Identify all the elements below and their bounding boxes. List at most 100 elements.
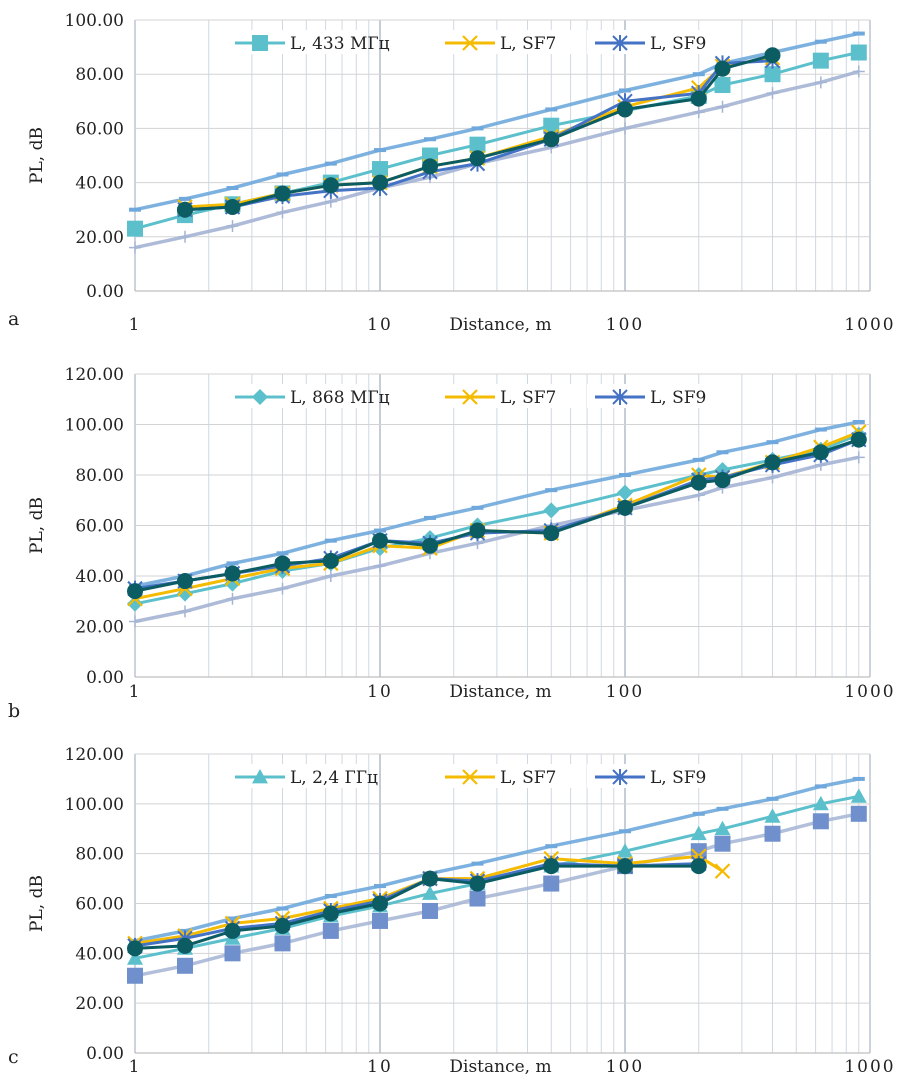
x-tick-label: 10 xyxy=(367,315,393,335)
data-point xyxy=(471,861,484,866)
y-tick-label: 80.00 xyxy=(75,845,124,865)
data-point xyxy=(814,39,827,44)
legend-label: L, 2,4 ГГц xyxy=(290,768,378,788)
y-tick-label: 40.00 xyxy=(75,174,124,194)
data-point xyxy=(469,150,486,167)
data-point xyxy=(716,100,729,113)
data-point xyxy=(374,559,386,572)
data-point xyxy=(690,825,707,841)
legend-marker xyxy=(462,389,478,405)
panel-c: 0.00 20.00 40.00 60.00 80.00 100.00 120.00 1 10 1… xyxy=(8,745,894,1077)
y-tick-label: 60.00 xyxy=(75,895,124,915)
data-point xyxy=(372,895,388,912)
panel-letter: a xyxy=(8,308,19,330)
data-point xyxy=(545,844,558,849)
data-point xyxy=(814,427,827,432)
data-point xyxy=(469,522,486,539)
data-point xyxy=(852,31,865,36)
legend-label: L, SF9 xyxy=(650,34,706,54)
legend-label: L, SF9 xyxy=(650,388,706,408)
data-point xyxy=(129,241,141,254)
data-point xyxy=(177,201,194,218)
data-point xyxy=(812,795,829,811)
data-point xyxy=(372,174,388,191)
data-point xyxy=(177,937,194,954)
y-tick-label: 40.00 xyxy=(75,944,124,964)
data-point xyxy=(714,472,731,489)
data-point xyxy=(276,206,289,219)
data-point xyxy=(324,894,337,899)
y-axis-title: PL, dB xyxy=(27,497,47,554)
data-point xyxy=(471,505,484,510)
x-axis-title: Distance, m xyxy=(449,1057,551,1077)
legend-item: L, SF7 xyxy=(437,764,577,788)
data-point xyxy=(127,967,143,984)
data-point xyxy=(224,945,241,962)
legend-marker xyxy=(252,389,268,405)
legend-marker xyxy=(462,35,478,51)
data-point xyxy=(179,605,192,618)
legend-label: L, SF9 xyxy=(650,768,706,788)
legend-label: L, SF7 xyxy=(500,768,556,788)
data-point xyxy=(274,185,291,202)
data-point xyxy=(617,499,633,516)
data-point xyxy=(226,186,239,191)
y-tick-label: 100.00 xyxy=(65,795,124,815)
data-point xyxy=(619,122,631,135)
y-tick-label: 20.00 xyxy=(75,618,124,638)
data-point xyxy=(766,471,779,484)
x-tick-label: 100 xyxy=(606,682,644,702)
data-point xyxy=(619,88,631,93)
data-point xyxy=(177,957,194,974)
data-point xyxy=(714,820,731,836)
data-point xyxy=(422,885,439,900)
data-point xyxy=(226,592,239,605)
y-tick-label: 60.00 xyxy=(75,119,124,139)
y-tick-label: 20.00 xyxy=(75,994,124,1014)
data-point xyxy=(374,884,386,889)
data-point xyxy=(692,72,705,77)
x-axis-title: Distance, m xyxy=(449,315,551,335)
data-point xyxy=(764,47,781,64)
data-point xyxy=(422,870,439,887)
legend-item: L, 433 МГц xyxy=(227,30,390,54)
data-point xyxy=(692,489,705,502)
data-point xyxy=(129,615,141,628)
data-point xyxy=(812,813,829,830)
data-point xyxy=(714,863,731,879)
data-point xyxy=(764,66,781,83)
y-tick-label: 80.00 xyxy=(75,466,124,486)
data-point xyxy=(850,431,867,448)
data-point xyxy=(692,811,705,816)
data-point xyxy=(814,76,827,89)
legend-item: L, 2,4 ГГц xyxy=(227,764,378,788)
data-point xyxy=(850,788,867,803)
data-point xyxy=(424,515,437,520)
data-point xyxy=(814,784,827,789)
data-point xyxy=(852,419,865,424)
series-line xyxy=(184,59,773,212)
legend-label: L, 433 МГц xyxy=(290,34,390,54)
y-tick-label: 60.00 xyxy=(75,517,124,537)
data-point xyxy=(226,561,239,566)
data-point xyxy=(764,808,781,823)
legend-marker xyxy=(462,769,478,785)
data-point xyxy=(177,573,194,590)
y-axis-title: PL, dB xyxy=(27,127,47,184)
data-point xyxy=(276,906,289,911)
x-tick-label: 1000 xyxy=(844,682,895,702)
data-point xyxy=(766,87,779,100)
data-point xyxy=(322,922,339,939)
data-point xyxy=(226,219,239,232)
y-tick-label: 40.00 xyxy=(75,567,124,587)
data-point xyxy=(850,44,867,61)
legend-marker xyxy=(612,35,628,51)
y-tick-label: 0.00 xyxy=(86,1044,124,1064)
data-point xyxy=(224,198,241,215)
data-point xyxy=(127,583,143,600)
x-tick-label: 1 xyxy=(129,1057,142,1077)
data-point xyxy=(322,905,339,922)
x-tick-label: 10 xyxy=(367,682,393,702)
x-tick-label: 1 xyxy=(129,682,142,702)
